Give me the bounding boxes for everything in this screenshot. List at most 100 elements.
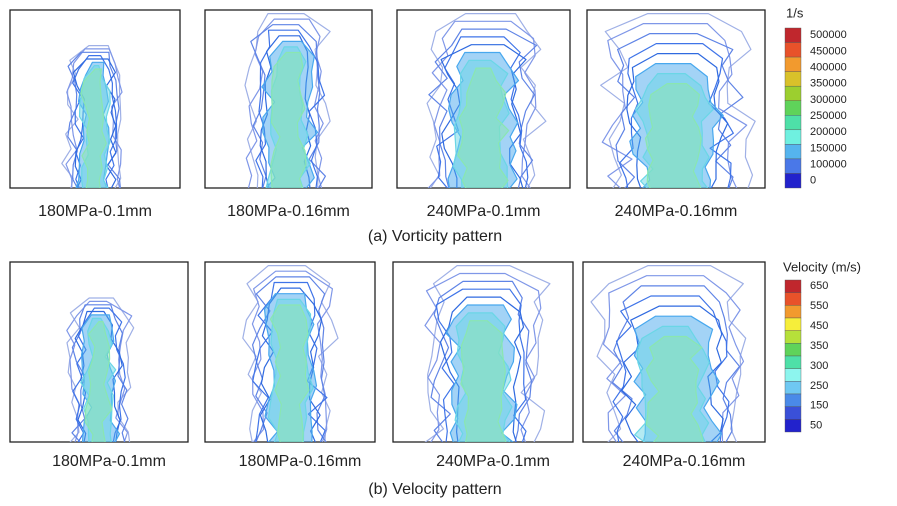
contour-line <box>255 29 326 188</box>
contour-line <box>80 68 107 188</box>
contour-line <box>428 28 538 188</box>
contour-panel <box>9 261 189 443</box>
contour-line <box>67 51 121 188</box>
contour-panel <box>396 9 571 189</box>
color-bin <box>784 368 802 382</box>
color-bin <box>784 56 802 72</box>
color-bin <box>784 406 802 420</box>
color-bin <box>784 343 802 357</box>
color-bin <box>784 419 802 433</box>
contour-line <box>457 67 510 188</box>
contour-line <box>251 270 333 442</box>
legend-label: 50 <box>810 420 822 432</box>
contour-line <box>269 304 310 442</box>
color-bin <box>784 144 802 160</box>
legend-label: 150 <box>810 400 828 412</box>
legend-label: 250000 <box>810 110 847 122</box>
contour-line <box>439 296 525 442</box>
color-bin <box>784 279 802 293</box>
plume <box>590 265 747 442</box>
panel-label: 240MPa-0.16mm <box>623 453 746 470</box>
caption: (a) Vorticity pattern <box>368 228 502 245</box>
contour-panel <box>9 9 181 189</box>
contour-line <box>270 51 307 188</box>
panel-label: 240MPa-0.16mm <box>615 203 738 220</box>
panel-label: 180MPa-0.1mm <box>52 453 166 470</box>
legend-label: 250 <box>810 380 828 392</box>
contour-line <box>645 335 704 442</box>
plume <box>424 265 551 442</box>
legend-label: 100000 <box>810 158 847 170</box>
plume <box>600 13 756 188</box>
contour-line <box>426 13 547 188</box>
legend-label: 450000 <box>810 45 847 57</box>
contour-panel <box>392 261 574 443</box>
contour-line <box>424 265 551 442</box>
contour-line <box>601 23 748 188</box>
plume <box>242 265 339 442</box>
legend-label: 0 <box>810 175 816 187</box>
legend-label: 300000 <box>810 94 847 106</box>
legend-label: 400000 <box>810 62 847 74</box>
plume <box>61 45 123 188</box>
panel-label: 240MPa-0.1mm <box>427 203 541 220</box>
contour-line <box>440 44 527 188</box>
contour-line <box>430 280 532 442</box>
contour-line <box>621 305 724 442</box>
contour-panel <box>204 261 376 443</box>
legend-label: 350 <box>810 340 828 352</box>
color-bin <box>784 292 802 306</box>
panel-label: 180MPa-0.1mm <box>38 203 152 220</box>
plume <box>66 297 135 442</box>
color-bin <box>784 381 802 395</box>
contour-line <box>65 48 123 188</box>
contour-line <box>72 55 118 188</box>
panel-label: 240MPa-0.1mm <box>436 453 550 470</box>
legend-title: 1/s <box>786 5 804 20</box>
contour-line <box>244 13 331 188</box>
legend-label: 650 <box>810 280 828 292</box>
contour-line <box>84 321 113 442</box>
contour-line <box>602 275 745 442</box>
plume <box>426 13 547 188</box>
contour-line <box>427 20 537 188</box>
contour-line <box>615 33 744 188</box>
color-bin <box>784 305 802 319</box>
contour-line <box>74 310 123 442</box>
legend-label: 450 <box>810 320 828 332</box>
color-bin <box>784 129 802 145</box>
color-bin <box>784 115 802 131</box>
contour-line <box>612 295 730 442</box>
color-bin <box>784 42 802 58</box>
contour-panel <box>204 9 373 189</box>
color-bin <box>784 27 802 43</box>
contour-line <box>61 45 122 188</box>
legend-label: 300 <box>810 360 828 372</box>
legend-label: 500000 <box>810 29 847 41</box>
color-bin <box>784 71 802 87</box>
color-bin <box>784 330 802 344</box>
color-bin <box>784 317 802 331</box>
contour-line <box>436 36 529 188</box>
contour-line <box>259 287 323 442</box>
color-bin <box>784 173 802 189</box>
contour-line <box>626 53 729 188</box>
contour-line <box>618 43 734 188</box>
color-bin <box>784 158 802 174</box>
contour-line <box>644 83 702 188</box>
color-bin <box>784 355 802 369</box>
panel-label: 180MPa-0.16mm <box>239 453 362 470</box>
legend-title: Velocity (m/s) <box>783 259 861 274</box>
contour-line <box>424 272 542 442</box>
legend-label: 200000 <box>810 126 847 138</box>
panel-label: 180MPa-0.16mm <box>227 203 350 220</box>
color-bin <box>784 393 802 407</box>
contour-line <box>460 320 507 442</box>
color-bin <box>784 100 802 116</box>
contour-line <box>71 304 129 442</box>
plume <box>244 13 331 188</box>
legend-label: 350000 <box>810 78 847 90</box>
color-bin <box>784 85 802 101</box>
legend-label: 550 <box>810 300 828 312</box>
